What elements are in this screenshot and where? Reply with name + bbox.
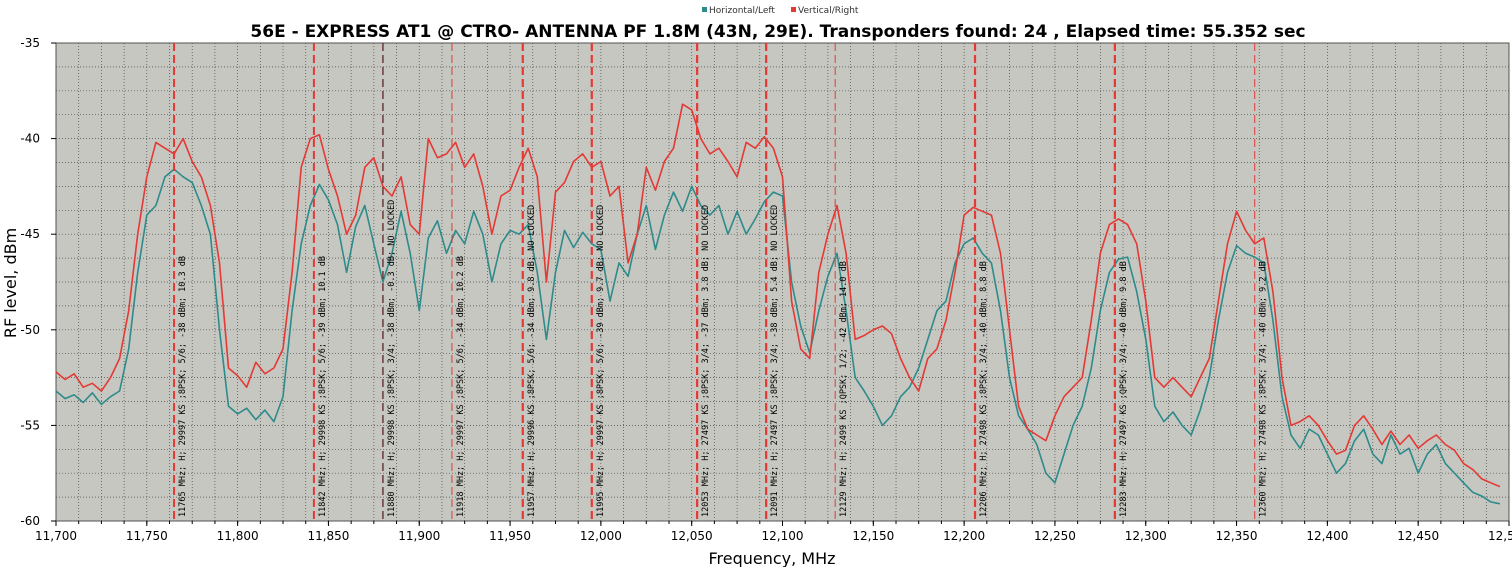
x-tick-label: 11,700 xyxy=(35,529,77,543)
transponder-label: 12129 MHz; H; 2499 KS ;QPSK; 1/2; -42 dB… xyxy=(839,261,849,517)
transponder-label: 11995 MHz; H; 29997 KS ;8PSK; 5/6; -39 d… xyxy=(596,205,606,517)
transponder-label: 11765 MHz; H; 29997 KS ;8PSK; 5/6; -38 d… xyxy=(178,256,188,517)
transponder-label: 11880 MHz; H; 29998 KS ;8PSK; 3/4; -38 d… xyxy=(387,200,397,517)
x-tick-label: 12,200 xyxy=(943,529,985,543)
y-tick-label: -45 xyxy=(20,227,40,241)
y-tick-label: -55 xyxy=(20,418,40,432)
x-tick-label: 11,750 xyxy=(126,529,168,543)
y-tick-label: -35 xyxy=(20,36,40,50)
x-tick-label: 12,150 xyxy=(852,529,894,543)
x-tick-label: 12,400 xyxy=(1306,529,1348,543)
x-tick-label: 12,100 xyxy=(762,529,804,543)
x-tick-label: 12,000 xyxy=(580,529,622,543)
series-line-vertical xyxy=(55,103,1501,488)
series-line-horizontal xyxy=(55,168,1501,505)
transponder-label: 12091 MHz; H; 27497 KS ;8PSK; 3/4; -38 d… xyxy=(770,205,780,517)
legend-swatch-horizontal xyxy=(702,7,707,12)
legend-label-vertical: Vertical/Right xyxy=(798,6,859,16)
y-axis-label: RF level, dBm xyxy=(1,228,20,338)
transponder-label: 11842 MHz; H; 29998 KS ;8PSK; 5/6; -39 d… xyxy=(318,256,328,517)
x-tick-label: 12,050 xyxy=(671,529,713,543)
legend-swatch-vertical xyxy=(791,7,796,12)
transponder-label: 11918 MHz; H; 29997 KS ;8PSK; 5/6; -34 d… xyxy=(456,256,466,517)
transponder-markers: 11765 MHz; H; 29997 KS ;8PSK; 5/6; -38 d… xyxy=(173,43,1269,521)
transponder-label: 12283 MHz; H; 27497 KS ;QPSK; 3/4; -40 d… xyxy=(1119,261,1129,517)
y-tick-label: -40 xyxy=(20,132,40,146)
legend: Horizontal/Left Vertical/Right xyxy=(702,6,859,16)
x-tick-label: 11,950 xyxy=(489,529,531,543)
axes: 11,700 11,750 11,800 11,850 11,900 11,950 12,0… xyxy=(20,36,1512,543)
chart-title: 56E - EXPRESS AT1 @ CTRO- ANTENNA PF 1.8… xyxy=(250,22,1305,42)
x-tick-label: 12,250 xyxy=(1034,529,1076,543)
legend-label-horizontal: Horizontal/Left xyxy=(709,6,775,16)
x-tick-label: 12,350 xyxy=(1216,529,1258,543)
x-tick-label: 12,500 xyxy=(1488,529,1512,543)
transponder-label: 12053 MHz; H; 27497 KS ;8PSK; 3/4; -37 d… xyxy=(701,205,711,517)
x-tick-label: 11,900 xyxy=(398,529,440,543)
x-axis-label: Frequency, MHz xyxy=(708,549,835,567)
x-tick-label: 11,800 xyxy=(217,529,259,543)
x-tick-label: 12,300 xyxy=(1125,529,1167,543)
transponder-label: 12206 MHz; H; 27498 KS ;8PSK; 3/4; -40 d… xyxy=(979,261,989,517)
x-tick-label: 11,850 xyxy=(307,529,349,543)
y-tick-label: -60 xyxy=(20,514,40,528)
series-layer xyxy=(55,103,1501,505)
x-tick-label: 12,450 xyxy=(1397,529,1439,543)
transponder-label: 12360 MHz; H; 27498 KS ;8PSK; 3/4; -40 d… xyxy=(1259,261,1269,517)
y-tick-label: -50 xyxy=(20,323,40,337)
transponder-label: 11957 MHz; H; 29996 KS ;8PSK; 5/6; -34 d… xyxy=(527,205,537,517)
